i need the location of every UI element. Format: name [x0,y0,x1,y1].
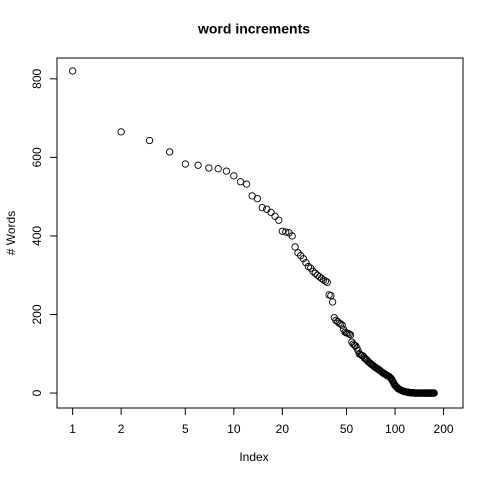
y-axis-label: # Words [4,211,18,255]
point [236,178,245,186]
point [338,321,346,329]
point [304,262,313,271]
point [337,320,345,328]
point [302,259,310,267]
y-tick-label: 600 [30,147,44,167]
point [319,276,328,284]
y-tick-label: 400 [30,226,44,246]
point [145,136,154,145]
plot-box [56,57,464,409]
point [194,161,202,169]
point [278,227,287,235]
x-tick-label: 50 [340,422,354,436]
point [267,208,275,217]
x-tick-label: 10 [227,422,241,436]
point [328,298,337,306]
point [346,331,355,339]
x-tick-label: 1 [69,422,76,436]
x-tick-label: 20 [276,422,290,436]
point [222,167,231,175]
point [181,160,189,168]
point [275,216,283,224]
x-tick-label: 2 [118,422,125,436]
point [309,267,317,275]
y-tick-label: 0 [30,389,44,396]
point [68,67,77,75]
point [345,330,353,338]
point [166,148,174,156]
point [253,194,262,203]
point [214,165,222,173]
point [242,180,251,188]
x-tick-label: 200 [434,422,454,436]
x-tick-label: 100 [385,422,405,436]
x-tick-label: 5 [182,422,189,436]
point [288,232,296,240]
y-tick-label: 200 [30,304,44,324]
point [354,346,362,355]
point [299,255,308,263]
point [323,278,331,286]
point [430,389,438,397]
point [291,243,299,251]
chart-title: word increments [197,21,310,37]
y-tick-label: 800 [30,68,44,88]
point [352,342,360,350]
point [205,164,213,172]
x-axis-label: Index [239,450,268,464]
point [258,204,266,212]
point [349,340,357,348]
point [230,172,238,180]
point [321,277,330,285]
point [282,228,290,236]
point [311,269,319,277]
point [271,212,279,220]
point [117,128,125,136]
